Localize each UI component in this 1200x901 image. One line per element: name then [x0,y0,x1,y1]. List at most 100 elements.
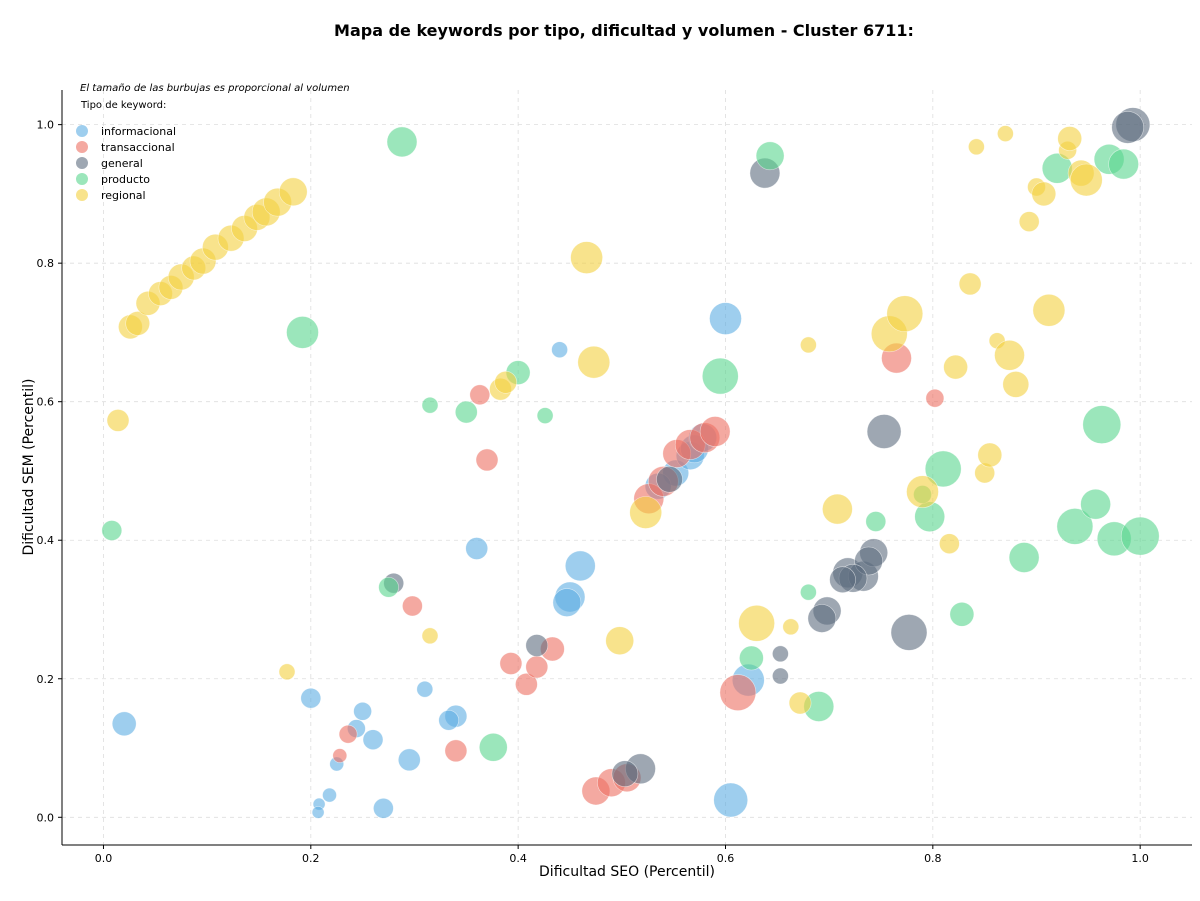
bubble-general [866,414,902,449]
bubble-producto [1080,488,1111,520]
bubble-transaccional [338,724,358,744]
bubble-producto [701,357,739,395]
bubble-producto [739,645,764,671]
bubble-producto [949,601,975,627]
bubble-producto [101,520,123,541]
legend-label-producto: producto [101,173,150,186]
bubble-producto [1120,516,1160,556]
bubble-producto [478,732,508,762]
bubble-regional [570,241,603,274]
y-tick-label: 0.2 [37,673,55,686]
bubble-regional [605,626,635,656]
bubble-producto [378,576,399,598]
bubble-transaccional [719,674,757,711]
bubble-informacional [111,711,137,737]
bubble-general [890,614,928,651]
bubble-general [525,634,549,657]
bubble-general [656,465,683,493]
bubble-regional [943,354,968,380]
bubble-producto [865,511,887,532]
bubble-transaccional [469,384,491,406]
bubble-regional [782,618,800,636]
legend-label-regional: regional [101,189,146,202]
bubble-producto [421,396,439,414]
bubble-producto [1008,542,1040,573]
bubble-informacional [551,341,568,359]
bubble-general [611,760,639,788]
x-axis-title: Dificultad SEO (Percentil) [539,864,715,880]
bubble-informacional [397,748,421,772]
legend-marker-regional [76,189,88,201]
legend-label-general: general [101,157,143,170]
bubble-informacional [552,588,582,617]
bubble-transaccional [444,739,468,763]
legend-title: Tipo de keyword: [80,100,166,111]
bubble-regional [977,442,1003,468]
bubble-producto [286,316,319,349]
bubble-regional [939,533,960,555]
bubble-producto [1108,148,1139,180]
ticks-layer: 0.0 0.2 0.4 0.6 0.8 1.0 0.0 0.2 0.4 0.6 0.8 1.0 [37,119,1149,865]
axes-layer [61,90,1192,846]
bubble-producto [1056,508,1094,545]
x-tick-label: 0.4 [509,852,527,865]
bubble-producto [386,126,418,158]
bubble-general [829,566,856,594]
bubble-transaccional [499,652,523,675]
bubble-informacional [465,537,489,560]
bubble-regional [822,493,853,525]
bubble-regional [1070,163,1103,197]
x-tick-label: 0.6 [717,852,735,865]
bubble-regional [1018,211,1040,232]
series-producto [101,126,1160,762]
legend-label-informacional: informacional [101,125,176,138]
bubble-regional [629,496,663,529]
bubble-transaccional [925,388,945,408]
y-axis-title: Dificultad SEM (Percentil) [21,379,37,556]
bubble-transaccional [332,748,348,763]
bubble-regional [788,691,812,715]
series-informacional [111,302,765,819]
bubble-general [1111,111,1144,144]
legend-marker-transaccional [76,141,88,153]
bubble-informacional [438,709,460,731]
bubble-informacional [362,729,384,751]
bubble-producto [536,407,554,424]
bubble-regional [958,272,982,296]
bubble-producto [755,141,785,171]
y-tick-label: 0.6 [37,396,55,409]
bubble-regional [906,475,939,509]
legend-marker-informacional [76,125,88,137]
bubble-transaccional [515,672,538,696]
bubble-producto [454,400,478,424]
legend-marker-producto [76,173,88,185]
bubble-producto [800,583,817,601]
bubble-regional [968,138,985,156]
points-layer [101,107,1160,819]
bubble-regional [1002,371,1030,398]
bubble-regional [421,627,439,645]
bubble-transaccional [525,655,549,679]
bubble-general [772,667,789,685]
chart-title: Mapa de keywords por tipo, dificultad y … [334,21,914,40]
bubble-informacional [300,687,322,709]
bubble-informacional [373,797,394,819]
series-general [383,107,1151,788]
bubble-regional [886,295,924,333]
bubble-regional [278,663,296,681]
bubble-informacional [416,680,434,698]
x-tick-label: 1.0 [1131,852,1149,865]
bubble-regional [1057,126,1082,151]
bubble-informacional [564,550,596,582]
legend: informacional transaccional general product… [76,125,176,202]
y-tick-label: 0.0 [37,811,55,824]
grid-layer [62,90,1192,845]
bubble-informacional [311,806,325,819]
legend-marker-general [76,157,88,169]
x-tick-label: 0.8 [924,852,942,865]
bubble-transaccional [402,595,423,617]
bubble-informacional [713,782,749,818]
bubble-transaccional [475,448,499,472]
bubble-regional [577,345,611,379]
